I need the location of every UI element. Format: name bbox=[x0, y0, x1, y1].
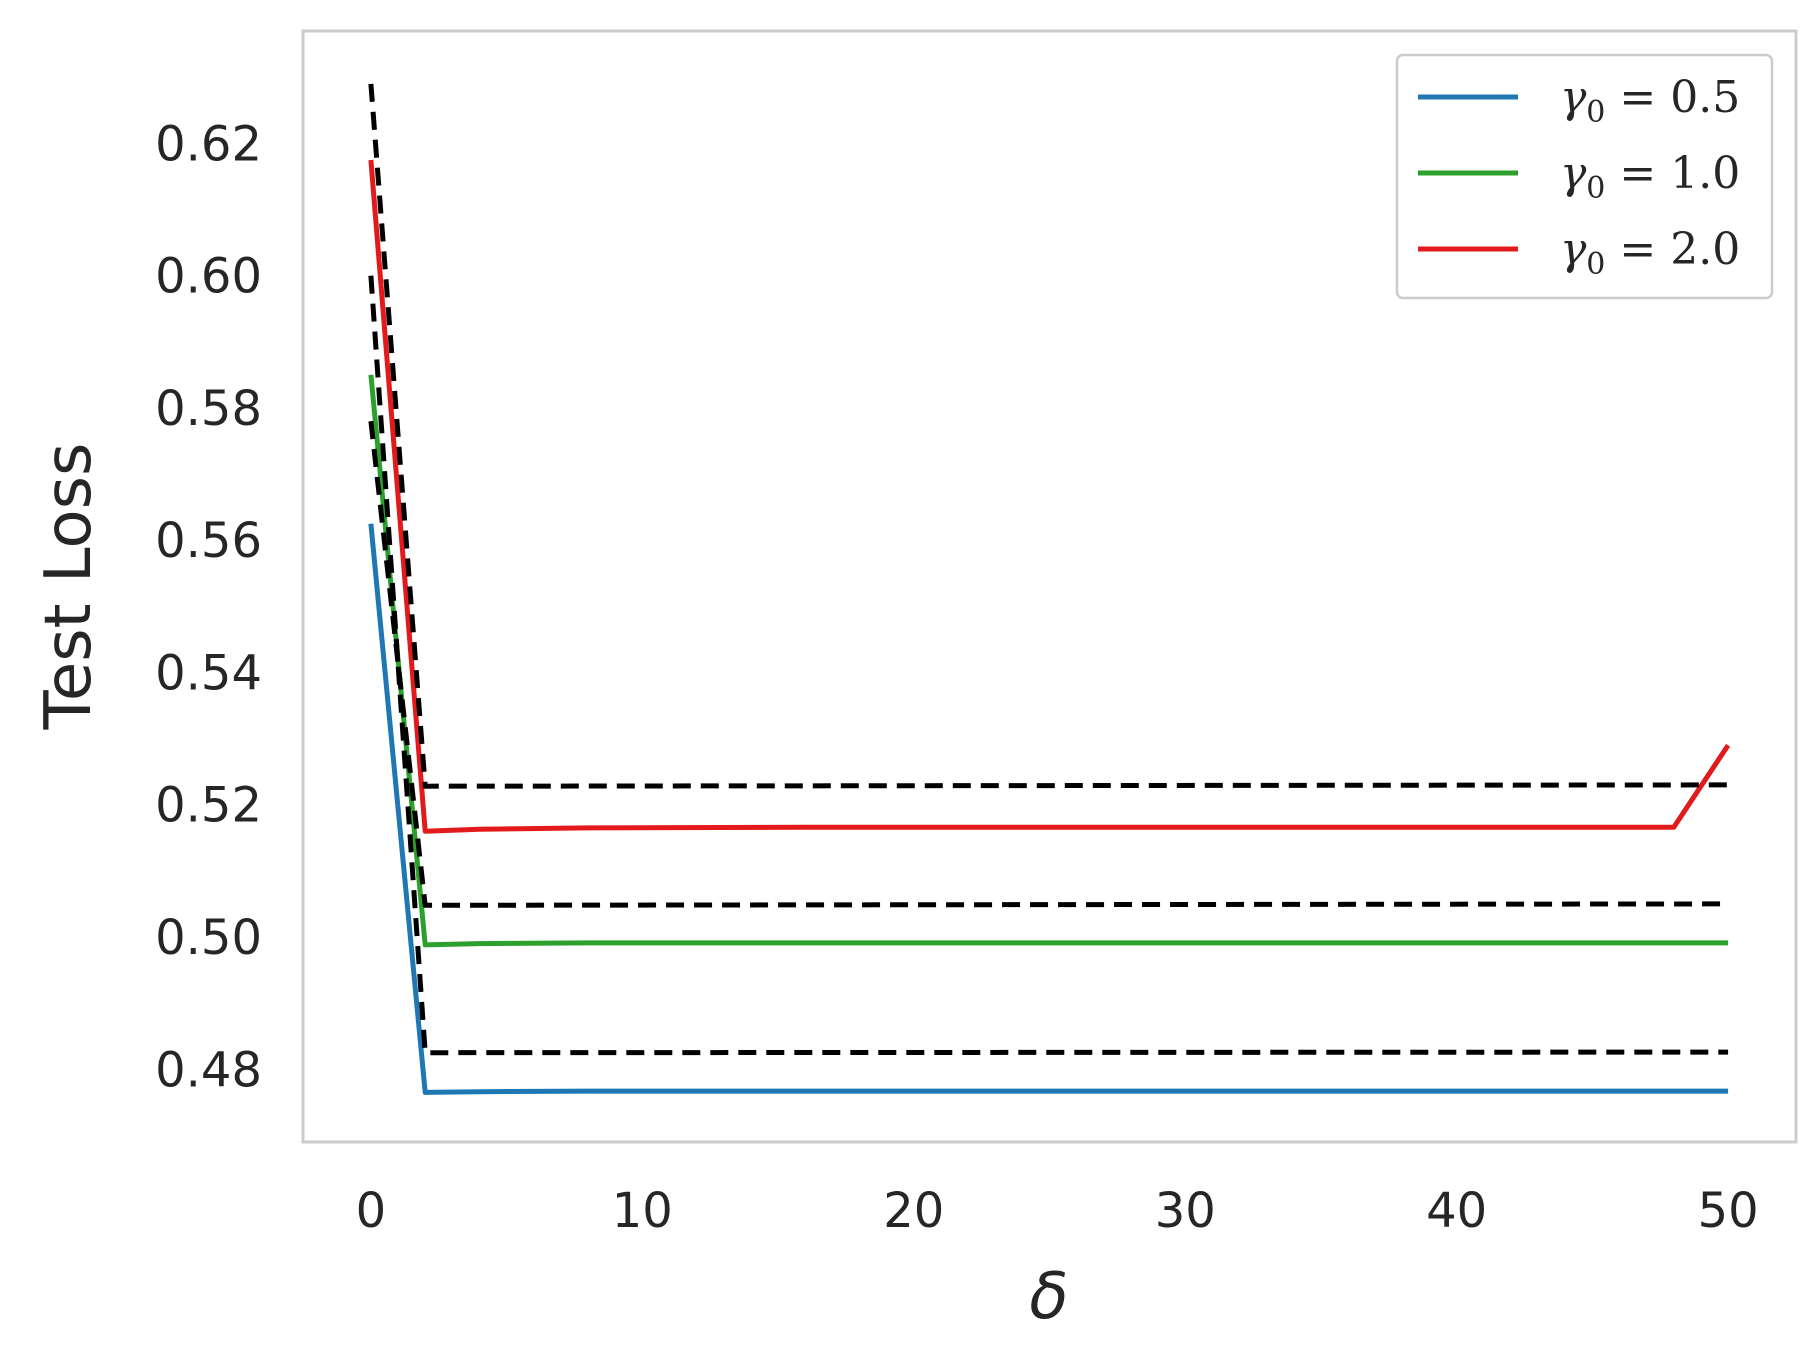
y-axis-label: Test Loss bbox=[32, 443, 106, 731]
legend-entries: γ0 = 0.5 γ0 = 1.0 γ0 = 2.0 bbox=[1418, 72, 1740, 282]
y-tick-label: 0.54 bbox=[155, 645, 262, 701]
y-tick-label: 0.48 bbox=[155, 1042, 262, 1098]
x-tick-label: 10 bbox=[612, 1183, 673, 1239]
y-tick-label: 0.62 bbox=[155, 116, 262, 172]
x-tick-label: 0 bbox=[356, 1183, 387, 1239]
legend: γ0 = 0.5 γ0 = 1.0 γ0 = 2.0 bbox=[1395, 53, 1774, 300]
x-axis-label: δ bbox=[1029, 1260, 1068, 1334]
legend-label: γ0 = 0.5 bbox=[1560, 72, 1740, 130]
x-axis-ticks: 0 10 20 30 40 50 bbox=[356, 1183, 1759, 1239]
x-tick-label: 20 bbox=[883, 1183, 944, 1239]
y-tick-label: 0.60 bbox=[155, 249, 262, 305]
legend-label: γ0 = 2.0 bbox=[1560, 224, 1740, 282]
y-tick-label: 0.50 bbox=[155, 910, 262, 966]
series-layer bbox=[368, 83, 1731, 1095]
y-tick-label: 0.56 bbox=[155, 513, 262, 569]
legend-frame bbox=[1395, 53, 1774, 300]
x-tick-label: 40 bbox=[1426, 1183, 1487, 1239]
reference-line-5 bbox=[368, 83, 1729, 789]
y-tick-label: 0.52 bbox=[155, 778, 262, 834]
x-tick-label: 30 bbox=[1155, 1183, 1216, 1239]
y-tick-label: 0.58 bbox=[155, 381, 262, 437]
reference-line-4 bbox=[368, 420, 1729, 908]
legend-label: γ0 = 1.0 bbox=[1560, 148, 1740, 206]
y-axis-ticks: 0.48 0.50 0.52 0.54 0.56 0.58 0.60 0.62 bbox=[155, 116, 262, 1098]
series-line-0 bbox=[368, 523, 1729, 1095]
series-line-1 bbox=[368, 374, 1729, 948]
reference-line-3 bbox=[368, 275, 1729, 1056]
series-line-2 bbox=[368, 159, 1731, 834]
x-tick-label: 50 bbox=[1698, 1183, 1759, 1239]
